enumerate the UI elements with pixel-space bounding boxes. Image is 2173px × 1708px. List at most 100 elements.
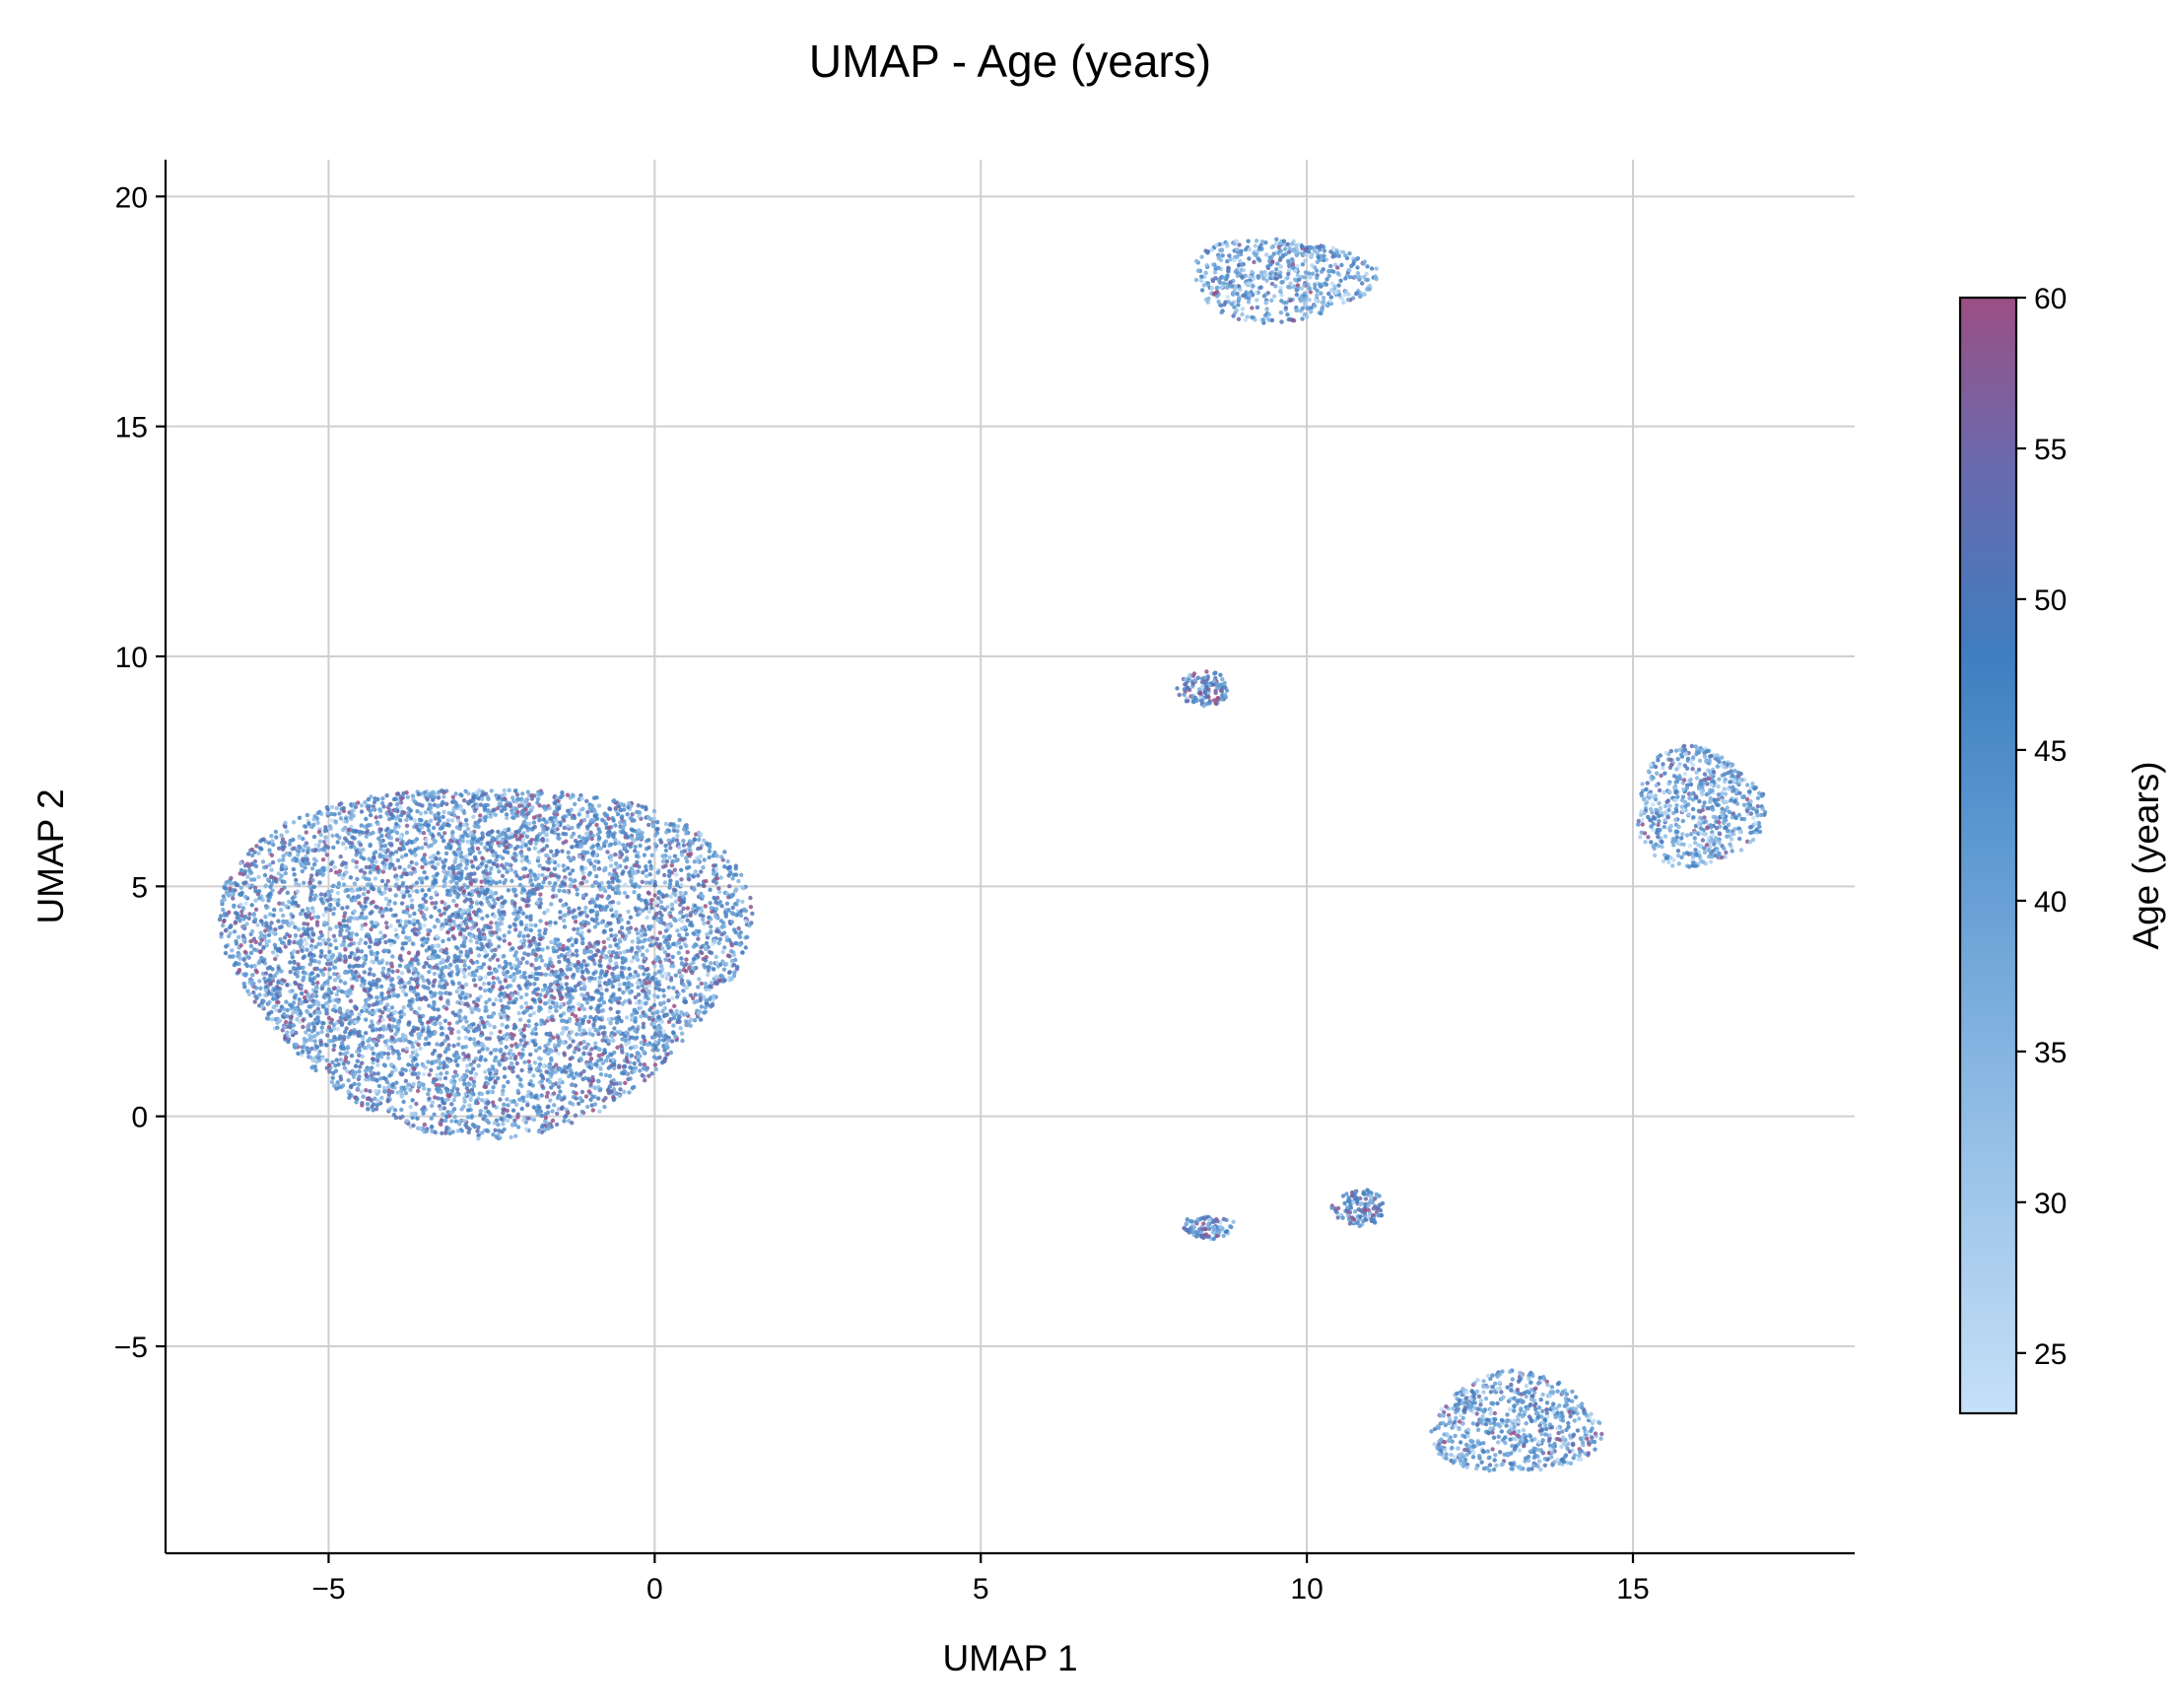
scatter-point (545, 908, 550, 913)
scatter-point (640, 804, 645, 809)
scatter-point (348, 875, 354, 880)
scatter-point (302, 994, 307, 1000)
scatter-point (468, 1062, 473, 1067)
scatter-point (420, 846, 425, 851)
scatter-point (358, 915, 363, 920)
scatter-point (422, 1122, 427, 1127)
scatter-point (620, 1050, 625, 1055)
scatter-point (373, 923, 377, 929)
scatter-point (577, 1027, 582, 1033)
scatter-point (491, 1001, 497, 1007)
scatter-point (404, 910, 410, 916)
scatter-point (602, 945, 607, 950)
scatter-point (295, 889, 301, 894)
scatter-point (706, 972, 711, 978)
scatter-point (614, 910, 619, 915)
scatter-point (524, 857, 530, 863)
scatter-point (263, 883, 268, 888)
scatter-point (512, 1118, 517, 1124)
scatter-point (276, 871, 281, 876)
scatter-point (420, 880, 425, 885)
scatter-point (303, 844, 307, 849)
scatter-point (238, 860, 243, 866)
scatter-point (324, 961, 330, 967)
scatter-point (439, 1107, 443, 1112)
scatter-point (288, 970, 293, 975)
scatter-point (336, 975, 341, 980)
scatter-point (519, 1004, 524, 1009)
scatter-point (483, 845, 488, 851)
scatter-point (522, 1023, 528, 1028)
scatter-point (535, 1112, 541, 1117)
scatter-point (549, 849, 554, 854)
scatter-point (748, 905, 754, 910)
scatter-point (320, 1056, 325, 1061)
scatter-point (273, 829, 279, 835)
scatter-point (462, 1118, 467, 1124)
scatter-point (577, 1101, 581, 1107)
scatter-point (371, 1108, 375, 1113)
scatter-point (545, 1090, 550, 1096)
scatter-point (589, 1047, 594, 1052)
scatter-point (498, 879, 503, 884)
scatter-point (462, 974, 467, 980)
scatter-point (537, 813, 542, 818)
scatter-point (267, 862, 272, 867)
scatter-point (307, 880, 312, 886)
scatter-point (387, 887, 392, 892)
scatter-point (433, 905, 438, 910)
scatter-point (519, 858, 524, 863)
scatter-point (479, 886, 485, 892)
scatter-point (436, 803, 441, 808)
scatter-point (508, 961, 512, 967)
scatter-point (392, 866, 397, 871)
scatter-point (409, 851, 414, 855)
scatter-point (539, 1093, 544, 1098)
scatter-point (313, 843, 318, 848)
scatter-point (645, 890, 651, 895)
scatter-point (245, 874, 250, 879)
scatter-point (318, 968, 323, 973)
scatter-point (464, 854, 469, 858)
scatter-point (446, 965, 451, 970)
scatter-point (324, 1058, 329, 1063)
scatter-point (687, 877, 692, 882)
scatter-point (501, 901, 507, 906)
scatter-point (415, 1053, 420, 1058)
scatter-point (637, 814, 642, 819)
scatter-point (427, 964, 432, 969)
scatter-point (731, 962, 737, 968)
scatter-point (249, 928, 255, 934)
scatter-point (231, 896, 236, 901)
scatter-point (590, 851, 595, 855)
scatter-point (544, 921, 549, 926)
scatter-point (454, 903, 459, 908)
scatter-point (576, 982, 581, 988)
scatter-point (404, 1119, 409, 1124)
scatter-point (618, 1087, 623, 1092)
scatter-point (550, 1049, 555, 1054)
scatter-point (512, 990, 517, 995)
scatter-point (288, 960, 293, 965)
scatter-point (488, 876, 494, 881)
scatter-point (441, 859, 447, 864)
scatter-point (417, 1006, 422, 1011)
scatter-point (677, 932, 682, 938)
scatter-point (394, 1049, 400, 1055)
scatter-point (622, 819, 627, 824)
scatter-point (604, 904, 610, 909)
scatter-point (256, 874, 261, 880)
scatter-point (545, 1051, 550, 1057)
scatter-point (457, 1077, 463, 1082)
scatter-point (362, 1046, 367, 1051)
scatter-point (397, 980, 402, 986)
scatter-point (528, 873, 534, 879)
scatter-point (469, 926, 474, 931)
scatter-point (750, 911, 755, 917)
scatter-point (641, 1021, 646, 1027)
scatter-point (605, 850, 610, 854)
scatter-point (423, 893, 429, 898)
scatter-point (597, 958, 603, 964)
scatter-point (592, 961, 597, 966)
scatter-point (459, 984, 464, 989)
